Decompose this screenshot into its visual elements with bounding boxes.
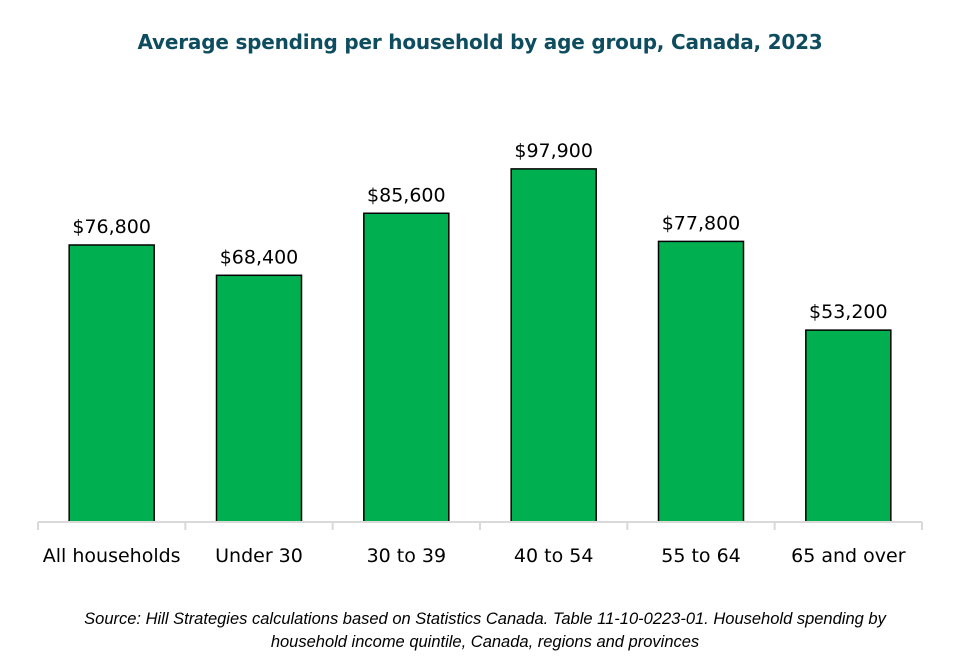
x-tick-label: 65 and over	[791, 545, 906, 567]
x-tick-label: 30 to 39	[367, 545, 447, 567]
x-tick-label: 40 to 54	[514, 545, 594, 567]
x-tick-label: All households	[43, 545, 181, 567]
x-tick-label: Under 30	[215, 545, 303, 567]
data-label: $85,600	[367, 184, 446, 206]
bar	[510, 168, 597, 523]
bar	[657, 240, 745, 523]
bar	[805, 329, 892, 523]
bar	[363, 212, 450, 523]
bar	[68, 244, 155, 523]
data-label: $77,800	[662, 212, 741, 234]
data-label: $76,800	[72, 216, 151, 238]
source-note: Source: Hill Strategies calculations bas…	[84, 610, 886, 651]
bar	[215, 274, 303, 523]
data-label: $53,200	[809, 301, 888, 323]
data-label: $97,900	[514, 140, 593, 162]
data-label: $68,400	[220, 246, 299, 268]
chart-title: Average spending per household by age gr…	[137, 30, 823, 54]
x-tick-label: 55 to 64	[661, 545, 741, 567]
bar-chart: $76,800 All households $68,400 Under 30 $85,…	[37, 140, 923, 567]
